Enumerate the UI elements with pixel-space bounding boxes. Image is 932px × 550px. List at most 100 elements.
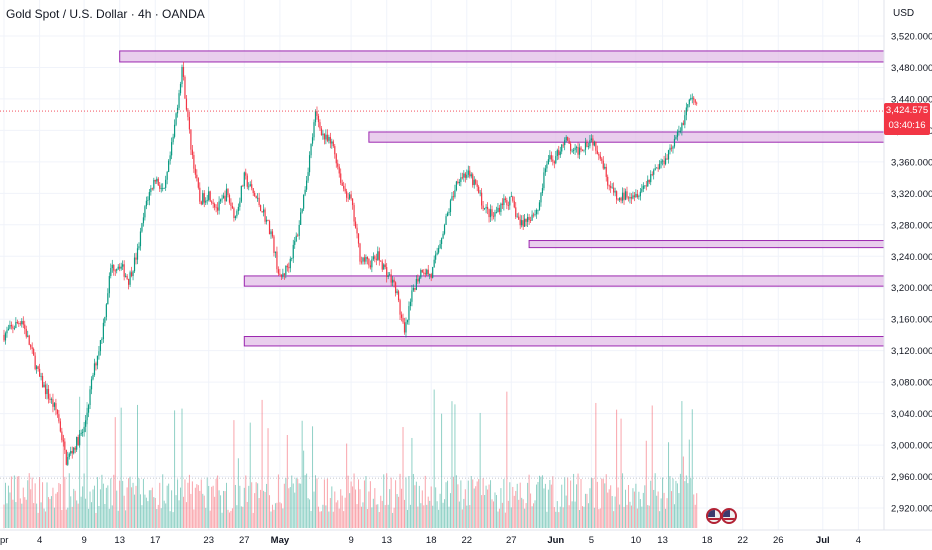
candle-body <box>303 194 305 209</box>
volume-bar <box>627 484 629 528</box>
candle-body <box>421 269 423 273</box>
candle-body <box>288 267 290 269</box>
volume-bar <box>429 500 431 528</box>
candle-body <box>377 251 379 260</box>
price-axis[interactable]: 3,520.0003,480.0003,440.0003,400.0003,36… <box>883 0 932 550</box>
volume-bar <box>306 473 308 528</box>
volume-bar <box>240 506 242 528</box>
volume-bar <box>538 475 540 528</box>
candle-body <box>89 389 91 406</box>
volume-bar <box>56 492 58 528</box>
candle-body <box>478 186 480 193</box>
candle-body <box>583 149 585 151</box>
candle-body <box>50 399 53 401</box>
candle-body <box>574 147 576 150</box>
volume-bar <box>672 478 674 528</box>
volume-bar <box>678 493 680 528</box>
volume-bar <box>36 503 38 528</box>
us-flag-icon[interactable] <box>721 508 737 524</box>
candle-body <box>310 143 312 156</box>
volume-bar <box>231 508 233 528</box>
volume-bar <box>261 399 263 528</box>
candle-body <box>343 185 345 189</box>
volume-bar <box>665 508 667 528</box>
volume-bar <box>86 401 88 528</box>
volume-bar <box>187 482 189 528</box>
volume-bar <box>197 485 199 528</box>
volume-bar <box>622 473 624 528</box>
volume-bar <box>577 473 579 528</box>
volume-bar <box>157 504 159 528</box>
candle-body <box>626 191 628 198</box>
candle-body <box>503 198 505 206</box>
candle-body <box>67 457 69 465</box>
volume-bar <box>24 497 26 528</box>
volume-bar <box>426 504 428 528</box>
candle-body <box>654 168 656 171</box>
volume-bar <box>156 509 158 528</box>
price-tick-label: 3,240.000 <box>891 252 932 263</box>
volume-bar <box>694 504 696 528</box>
volume-bar <box>650 480 652 528</box>
candle-body <box>255 196 257 199</box>
volume-bar <box>642 492 644 528</box>
volume-bar <box>501 502 503 528</box>
volume-bar <box>12 499 14 528</box>
candle-body <box>678 130 680 132</box>
volume-bar <box>679 473 681 528</box>
candle-body <box>92 374 94 380</box>
volume-bar <box>55 493 57 528</box>
volume-bar <box>120 407 122 528</box>
volume-bar <box>669 476 671 528</box>
volume-bar <box>533 503 535 528</box>
candle-body <box>96 355 99 366</box>
volume-bar <box>3 504 5 528</box>
volume-bar <box>531 506 533 528</box>
volume-bar <box>303 450 305 528</box>
candle-body <box>687 104 689 108</box>
time-axis[interactable]: pr 4 9 13 17 23 27 May 9 13 18 22 27 Jun 5 10 13 18 22 26 Ju… <box>0 529 932 550</box>
us-flag-icon[interactable] <box>706 508 722 524</box>
symbol-title[interactable]: Gold Spot / U.S. Dollar · 4h · OANDA <box>6 7 205 21</box>
candle-body <box>200 201 202 205</box>
candle-body <box>322 133 324 136</box>
candle-body <box>448 212 450 214</box>
candle-body <box>354 221 357 228</box>
candle-body <box>426 269 428 275</box>
candle-body <box>332 141 334 147</box>
candle-body <box>492 215 495 217</box>
candle-body <box>254 192 256 197</box>
candles <box>3 61 698 466</box>
candle-body <box>335 154 337 164</box>
volume-bar <box>493 501 494 528</box>
candle-body <box>160 188 162 189</box>
candle-body <box>338 166 340 174</box>
volume-bar <box>530 493 532 528</box>
volume-bar <box>648 505 650 528</box>
candle-body <box>73 447 75 454</box>
volume-bar <box>111 505 113 528</box>
candle-body <box>618 197 621 201</box>
candle-body <box>396 291 398 294</box>
candle-body <box>660 160 662 164</box>
currency-label[interactable]: USD <box>893 8 915 19</box>
candle-body <box>271 231 274 237</box>
candle-body <box>212 202 214 205</box>
candle-body <box>316 111 318 116</box>
volume-bar <box>676 483 678 528</box>
volume-bar <box>620 418 622 528</box>
candle-body <box>605 166 607 177</box>
candle-body <box>135 257 137 260</box>
candle-body <box>564 140 566 146</box>
price-tick-label: 2,920.000 <box>891 504 932 515</box>
candle-body <box>458 181 460 184</box>
candle-body <box>123 264 125 277</box>
volume-bar <box>34 483 36 528</box>
candle-body <box>567 137 569 141</box>
candle-body <box>562 144 564 146</box>
volume-bar <box>59 484 61 528</box>
volume-bar <box>549 479 551 528</box>
volume-bar <box>28 473 30 528</box>
